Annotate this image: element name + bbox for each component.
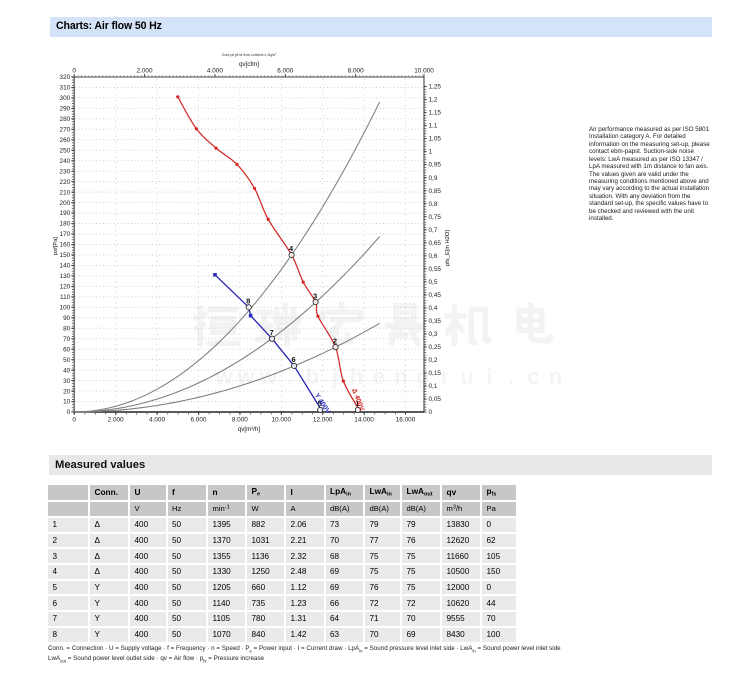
svg-text:0,65: 0,65 xyxy=(429,240,442,247)
svg-text:0: 0 xyxy=(72,68,76,75)
svg-text:320: 320 xyxy=(60,74,71,81)
svg-text:1,2: 1,2 xyxy=(429,97,438,104)
svg-text:300: 300 xyxy=(60,95,71,102)
svg-text:10.000: 10.000 xyxy=(271,417,291,424)
svg-text:20: 20 xyxy=(63,388,71,395)
svg-text:1,25: 1,25 xyxy=(429,84,442,91)
svg-text:130: 130 xyxy=(60,273,71,280)
svg-text:h: h xyxy=(350,364,363,389)
svg-text:0,95: 0,95 xyxy=(429,162,442,169)
svg-text:210: 210 xyxy=(60,189,71,196)
svg-text:e: e xyxy=(373,364,385,389)
svg-text:1: 1 xyxy=(355,399,359,408)
svg-text:290: 290 xyxy=(60,106,71,113)
svg-text:psf[Pa]: psf[Pa] xyxy=(53,237,59,255)
svg-text:7: 7 xyxy=(269,328,273,337)
svg-text:0,45: 0,45 xyxy=(429,292,442,299)
svg-text:0,7: 0,7 xyxy=(429,227,438,234)
svg-text:0: 0 xyxy=(67,409,71,416)
svg-text:5: 5 xyxy=(318,399,322,408)
svg-text:160: 160 xyxy=(60,242,71,249)
svg-text:200: 200 xyxy=(60,200,71,207)
svg-text:0,1: 0,1 xyxy=(429,383,438,390)
svg-text:4: 4 xyxy=(289,244,294,253)
svg-text:0,5: 0,5 xyxy=(429,279,438,286)
svg-text:0,15: 0,15 xyxy=(429,370,442,377)
svg-text:0: 0 xyxy=(429,409,433,416)
svg-text:100: 100 xyxy=(60,304,71,311)
svg-text:qv[m³/h]: qv[m³/h] xyxy=(238,426,261,433)
svg-text:0,25: 0,25 xyxy=(429,344,442,351)
svg-text:250: 250 xyxy=(60,147,71,154)
svg-text:0,6: 0,6 xyxy=(429,253,438,260)
svg-text:0,3: 0,3 xyxy=(429,331,438,338)
svg-text:14.000: 14.000 xyxy=(354,417,374,424)
svg-text:230: 230 xyxy=(60,168,71,175)
svg-text:.: . xyxy=(287,364,293,389)
svg-text:220: 220 xyxy=(60,179,71,186)
svg-text:16.000: 16.000 xyxy=(396,417,416,424)
svg-text:60: 60 xyxy=(63,346,71,353)
svg-text:.: . xyxy=(508,364,514,389)
svg-text:1: 1 xyxy=(429,149,433,156)
svg-text:0: 0 xyxy=(72,417,76,424)
svg-text:0,9: 0,9 xyxy=(429,175,438,182)
svg-text:4.000: 4.000 xyxy=(149,417,165,424)
svg-text:4.000: 4.000 xyxy=(207,68,223,75)
svg-text:6.000: 6.000 xyxy=(277,68,293,75)
svg-text:190: 190 xyxy=(60,210,71,217)
svg-text:240: 240 xyxy=(60,158,71,165)
svg-text:c: c xyxy=(527,364,539,389)
svg-text:6: 6 xyxy=(292,355,296,364)
svg-text:40: 40 xyxy=(63,367,71,374)
svg-text:270: 270 xyxy=(60,126,71,133)
svg-text:3: 3 xyxy=(313,291,317,300)
svg-text:1,1: 1,1 xyxy=(429,123,438,130)
svg-text:10: 10 xyxy=(63,399,71,406)
svg-text:qv[cfm]: qv[cfm] xyxy=(239,61,259,68)
svg-text:2.000: 2.000 xyxy=(108,417,124,424)
svg-text:50: 50 xyxy=(63,357,71,364)
svg-text:1,05: 1,05 xyxy=(429,136,442,143)
svg-text:0,75: 0,75 xyxy=(429,214,442,221)
svg-text:70: 70 xyxy=(63,336,71,343)
svg-text:pfs_E[in H2O]: pfs_E[in H2O] xyxy=(445,230,451,266)
svg-text:80: 80 xyxy=(63,325,71,332)
svg-text:r: r xyxy=(441,364,450,389)
svg-text:0,85: 0,85 xyxy=(429,188,442,195)
svg-text:2.000: 2.000 xyxy=(137,68,153,75)
svg-text:140: 140 xyxy=(60,263,71,270)
svg-text:30: 30 xyxy=(63,378,71,385)
svg-text:12.000: 12.000 xyxy=(313,417,333,424)
svg-text:0,35: 0,35 xyxy=(429,318,442,325)
svg-text:8.000: 8.000 xyxy=(232,417,248,424)
svg-text:10.000: 10.000 xyxy=(414,68,434,75)
svg-text:0,55: 0,55 xyxy=(429,266,442,273)
svg-text:j: j xyxy=(330,364,337,389)
svg-text:150: 150 xyxy=(60,252,71,259)
svg-text:110: 110 xyxy=(60,294,71,301)
svg-text:6.000: 6.000 xyxy=(190,417,206,424)
svg-text:2: 2 xyxy=(333,336,337,345)
svg-text:310: 310 xyxy=(60,85,71,92)
svg-text:280: 280 xyxy=(60,116,71,123)
svg-text:8: 8 xyxy=(246,297,250,306)
svg-text:i: i xyxy=(486,364,492,389)
svg-text:8.000: 8.000 xyxy=(348,68,364,75)
svg-text:g: g xyxy=(416,364,429,389)
svg-text:b: b xyxy=(306,364,319,389)
svg-text:Druck psf gilt für Norm-Luftdi: Druck psf gilt für Norm-Luftdichte=1,2kg… xyxy=(222,53,277,57)
svg-text:0,4: 0,4 xyxy=(429,305,438,312)
svg-text:0,8: 0,8 xyxy=(429,201,438,208)
svg-text:u: u xyxy=(460,364,473,389)
svg-text:120: 120 xyxy=(60,284,71,291)
svg-text:0,05: 0,05 xyxy=(429,396,442,403)
svg-text:180: 180 xyxy=(60,221,71,228)
svg-text:90: 90 xyxy=(63,315,71,322)
svg-text:260: 260 xyxy=(60,137,71,144)
svg-text:n: n xyxy=(549,364,562,389)
svg-text:0,2: 0,2 xyxy=(429,357,438,364)
svg-text:170: 170 xyxy=(60,231,71,238)
svg-text:1,15: 1,15 xyxy=(429,110,442,117)
